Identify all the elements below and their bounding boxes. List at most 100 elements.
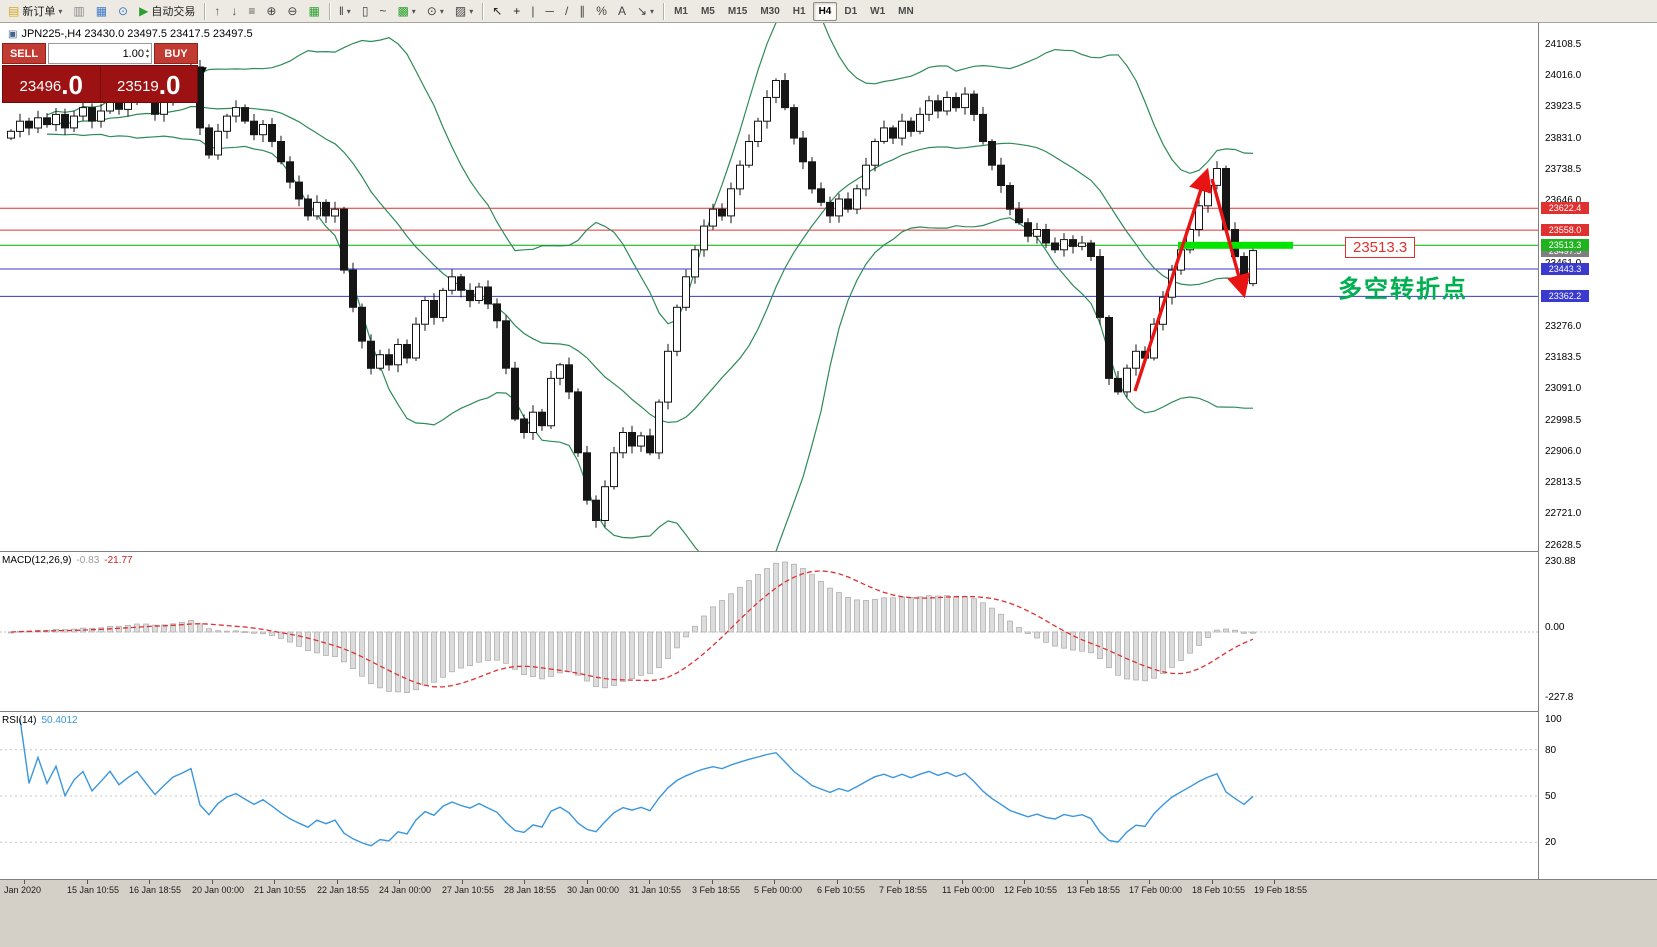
volume-down-icon[interactable]: ▾ <box>145 53 149 60</box>
zoom-in-button[interactable]: ⊕ <box>261 1 281 21</box>
timeframe-m1-button[interactable]: M1 <box>674 5 688 17</box>
price-tag: 23443.3 <box>1541 263 1589 275</box>
arrows-button[interactable]: ↘ ▾ <box>632 1 659 21</box>
crosshair-button[interactable]: + <box>508 1 525 21</box>
channel-button[interactable]: ∥ <box>574 1 590 21</box>
chart-scroll-icon: ↑ <box>214 4 221 18</box>
panel-splitter[interactable] <box>0 551 1657 552</box>
time-axis-tick <box>24 880 25 884</box>
time-axis-tick <box>212 880 213 884</box>
new-chart-button[interactable]: ▩ ▾ <box>392 1 420 21</box>
autotrade-button[interactable]: ▶ 自动交易 <box>134 1 200 21</box>
panel-splitter[interactable] <box>0 711 1657 712</box>
price-tag: 23558.0 <box>1541 224 1589 236</box>
profiles-button[interactable]: ▥ <box>68 1 89 21</box>
dropdown-icon: ▾ <box>469 6 474 16</box>
tile-windows-button[interactable]: ▦ <box>303 1 324 21</box>
autotrade-icon: ▶ <box>139 4 149 18</box>
market-watch-button[interactable]: ▦ <box>91 1 112 21</box>
time-axis-label: 15 Jan 10:55 <box>67 885 120 895</box>
main-chart-canvas[interactable] <box>0 23 1538 551</box>
chart-shift-icon: ↓ <box>231 4 238 18</box>
timeframe-m30-button[interactable]: M30 <box>760 5 780 17</box>
new-order-button[interactable]: ▤ 新订单 ▾ <box>3 1 67 21</box>
bar-chart-button[interactable]: ‖ ▾ <box>334 1 356 21</box>
time-axis-tick <box>837 880 838 884</box>
trendline-button[interactable]: / <box>560 1 573 21</box>
toolbar-separator <box>663 2 665 20</box>
chart-scroll-button[interactable]: ↑ <box>209 1 225 21</box>
template-button[interactable]: ▨ ▾ <box>450 1 478 21</box>
time-axis-tick <box>649 880 650 884</box>
fibonacci-button[interactable]: % <box>591 1 612 21</box>
volume-up-icon[interactable]: ▴ <box>145 47 149 54</box>
time-axis-tick <box>274 880 275 884</box>
text-button[interactable]: A <box>613 1 631 21</box>
refresh-button[interactable]: ⊙ <box>113 1 133 21</box>
timeframe-m15-button[interactable]: M15 <box>727 5 748 17</box>
horizontal-line-button[interactable]: ─ <box>540 1 559 21</box>
arrows-icon: ↘ <box>636 4 648 18</box>
new-order-button-label: 新订单 <box>22 6 56 18</box>
tile-windows-icon: ▦ <box>308 4 320 18</box>
trade-panel-marker-icon[interactable]: ▼ <box>199 65 209 76</box>
timeframe-d1-button[interactable]: D1 <box>844 5 858 17</box>
macd-axis-label: 230.88 <box>1545 556 1576 567</box>
price-axis-label: 24108.5 <box>1545 39 1582 50</box>
time-axis-label: 24 Jan 00:00 <box>379 885 432 895</box>
timeframe-h1-button[interactable]: H1 <box>792 5 806 17</box>
time-axis-label: 13 Feb 18:55 <box>1067 885 1121 895</box>
timeframe-m5-button[interactable]: M5 <box>700 5 715 17</box>
time-axis-tick <box>149 880 150 884</box>
timeframe-mn-button[interactable]: MN <box>898 5 914 17</box>
rsi-indicator-canvas[interactable] <box>0 713 1538 879</box>
bar-chart-icon: ‖ <box>338 4 344 18</box>
turning-point-annotation[interactable]: 多空转折点 <box>1338 276 1468 303</box>
toolbar: ▤ 新订单 ▾ ▥ ▦ ⊙ ▶ 自动交易 ↑ ↓ ≡ ⊕ ⊖ ▦ ‖ ▾ ▯ ~ ▩ ▾ ⊙ ▾ ▨ ▾ ↖ + | ─ / ∥% A ↘ ▾ M… <box>0 0 1657 23</box>
buy-price[interactable]: 23519 .0 <box>99 66 198 102</box>
time-axis-label: 11 Feb 00:00 <box>942 885 995 895</box>
line-chart-button[interactable]: ~ <box>374 1 391 21</box>
price-axis-label: 23276.0 <box>1545 321 1582 332</box>
time-axis-label: 16 Jan 18:55 <box>129 885 182 895</box>
chart-title-text: JPN225-,H4 23430.0 23497.5 23417.5 23497… <box>21 28 253 40</box>
sell-button[interactable]: SELL <box>2 43 46 64</box>
price-tag: 23622.4 <box>1541 202 1589 214</box>
time-axis-tick <box>774 880 775 884</box>
price-axis[interactable]: 24108.5 24016.0 23923.5 23831.0 23738.5 23646… <box>1538 23 1657 879</box>
rsi-name: RSI(14) <box>2 715 37 726</box>
macd-indicator-canvas[interactable] <box>0 553 1538 711</box>
chart-shift-button[interactable]: ↓ <box>226 1 242 21</box>
rsi-axis-label: 80 <box>1545 745 1557 756</box>
price-callout-label[interactable]: 23513.3 <box>1345 237 1416 258</box>
buy-button[interactable]: BUY <box>154 43 198 64</box>
zoom-out-button[interactable]: ⊖ <box>282 1 302 21</box>
sell-price-dec: .0 <box>61 70 83 100</box>
text-icon: A <box>617 4 626 18</box>
time-axis-label: 28 Jan 18:55 <box>504 885 557 895</box>
time-axis-tick <box>1212 880 1213 884</box>
time-axis[interactable]: Jan 2020 15 Jan 10:55 16 Jan 18:55 20 Jan 0… <box>0 879 1657 947</box>
volume-input[interactable]: 1.00 ▴ ▾ <box>48 43 152 64</box>
toolbar-separator <box>482 2 484 20</box>
chart-area[interactable]: ▣ JPN225-,H4 23430.0 23497.5 23417.5 234… <box>0 23 1657 947</box>
rsi-axis-label: 50 <box>1545 791 1557 802</box>
price-axis-label: 23091.0 <box>1545 383 1582 394</box>
chart-list-icon: ≡ <box>248 4 256 18</box>
time-axis-label: 18 Feb 10:55 <box>1192 885 1246 895</box>
cursor-button[interactable]: ↖ <box>487 1 507 21</box>
sell-price[interactable]: 23496 .0 <box>3 66 100 102</box>
one-click-trading-panel: SELL 1.00 ▴ ▾ BUY 23496 .0 23519 .0 <box>2 43 198 103</box>
timeframe-h4-button[interactable]: H4 <box>812 1 838 21</box>
sell-price-int: 23496 <box>19 78 62 95</box>
autotrade-button-label: 自动交易 <box>151 6 196 18</box>
new-order-icon: ▤ <box>8 4 20 18</box>
vertical-line-button[interactable]: | <box>526 1 539 21</box>
time-axis-tick <box>1274 880 1275 884</box>
timeframe-w1-button[interactable]: W1 <box>870 5 886 17</box>
toolbar-separator <box>328 2 330 20</box>
chart-list-button[interactable]: ≡ <box>243 1 260 21</box>
candlestick-button[interactable]: ▯ <box>357 1 374 21</box>
period-button[interactable]: ⊙ ▾ <box>422 1 449 21</box>
